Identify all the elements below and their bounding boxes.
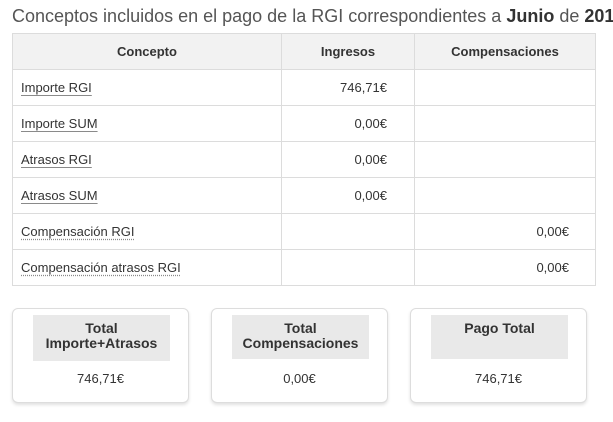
title-connector: de: [554, 6, 585, 26]
pago-total-value: 746,71€: [475, 371, 522, 386]
compensaciones-cell: [414, 177, 596, 214]
title-month: Junio: [506, 6, 555, 26]
total-compensaciones-card: Total Compensaciones 0,00€: [211, 308, 388, 403]
pago-total-label-text: Pago Total: [464, 320, 535, 336]
total-compensaciones-label-line2: Compensaciones: [242, 335, 359, 351]
compensaciones-cell: [414, 105, 596, 142]
concept-link-atrasos-rgi[interactable]: Atrasos RGI: [21, 152, 92, 167]
column-header-compensaciones: Compensaciones: [414, 33, 596, 70]
ingresos-cell: 746,71€: [281, 69, 415, 106]
compensaciones-cell: [414, 141, 596, 178]
concept-cell: Importe RGI: [12, 69, 282, 106]
concept-cell: Importe SUM: [12, 105, 282, 142]
table-row: Atrasos RGI 0,00€: [12, 141, 596, 178]
concept-cell: Atrasos RGI: [12, 141, 282, 178]
table-row: Importe SUM 0,00€: [12, 105, 596, 142]
total-importe-label-line2: Importe+Atrasos: [45, 335, 158, 351]
concepts-table: Concepto Ingresos Compensaciones Importe…: [12, 33, 596, 286]
compensaciones-cell: 0,00€: [414, 213, 596, 250]
table-row: Importe RGI 746,71€: [12, 69, 596, 106]
ingresos-cell: 0,00€: [281, 141, 415, 178]
table-row: Compensación RGI 0,00€: [12, 213, 596, 250]
column-header-ingresos: Ingresos: [281, 33, 415, 70]
total-importe-value: 746,71€: [77, 371, 124, 386]
concept-link-importe-sum[interactable]: Importe SUM: [21, 116, 98, 131]
table-row: Atrasos SUM 0,00€: [12, 177, 596, 214]
ingresos-cell: 0,00€: [281, 177, 415, 214]
total-compensaciones-label: Total Compensaciones: [232, 315, 369, 359]
concept-cell: Compensación atrasos RGI: [12, 249, 282, 286]
pago-total-card: Pago Total 746,71€: [410, 308, 587, 403]
total-importe-label: Total Importe+Atrasos: [33, 315, 170, 361]
total-importe-label-line1: Total: [85, 320, 118, 336]
table-row: Compensación atrasos RGI 0,00€: [12, 249, 596, 286]
title-year: 2017: [584, 6, 613, 26]
total-compensaciones-value: 0,00€: [283, 371, 316, 386]
page-title: Conceptos incluidos en el pago de la RGI…: [12, 4, 613, 28]
pago-total-label: Pago Total: [431, 315, 568, 359]
concept-label-compensacion-atrasos-rgi: Compensación atrasos RGI: [21, 260, 181, 275]
column-header-concepto: Concepto: [12, 33, 282, 70]
concept-link-importe-rgi[interactable]: Importe RGI: [21, 80, 92, 95]
concept-label-compensacion-rgi: Compensación RGI: [21, 224, 135, 239]
ingresos-cell: 0,00€: [281, 105, 415, 142]
table-header-row: Concepto Ingresos Compensaciones: [12, 33, 596, 70]
compensaciones-cell: 0,00€: [414, 249, 596, 286]
total-importe-card: Total Importe+Atrasos 746,71€: [12, 308, 189, 403]
concept-cell: Compensación RGI: [12, 213, 282, 250]
compensaciones-cell: [414, 69, 596, 106]
concept-link-atrasos-sum[interactable]: Atrasos SUM: [21, 188, 98, 203]
total-compensaciones-label-line1: Total: [284, 320, 317, 336]
ingresos-cell: [281, 249, 415, 286]
concept-cell: Atrasos SUM: [12, 177, 282, 214]
title-prefix: Conceptos incluidos en el pago de la RGI…: [12, 6, 507, 26]
ingresos-cell: [281, 213, 415, 250]
